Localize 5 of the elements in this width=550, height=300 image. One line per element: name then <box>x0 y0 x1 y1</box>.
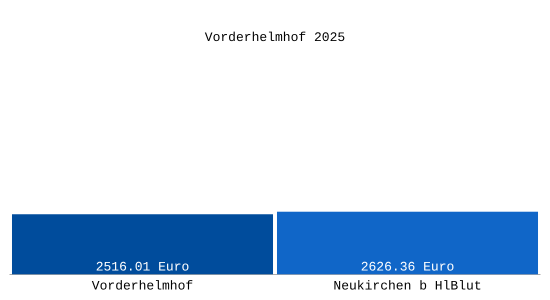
data-label: 2516.01 Euro <box>96 259 190 274</box>
x-tick-label: Neukirchen b HlBlut <box>333 278 482 294</box>
data-label: 2626.36 Euro <box>360 259 454 274</box>
x-tick-label: Vorderhelmhof <box>92 278 194 294</box>
chart-title: Vorderhelmhof 2025 <box>204 30 346 46</box>
